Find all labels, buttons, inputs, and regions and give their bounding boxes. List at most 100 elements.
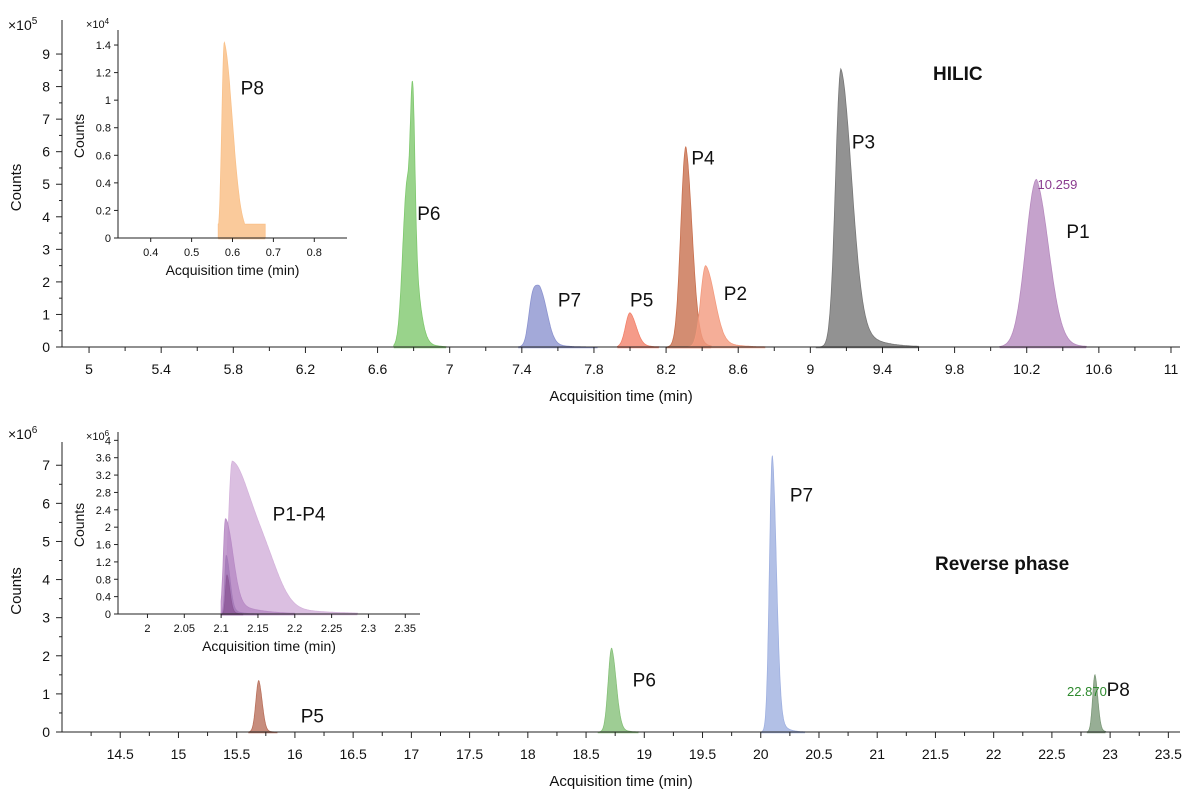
y-multiplier: ×104 [86, 17, 110, 31]
x-tick-label: 2 [144, 623, 150, 635]
y-tick-label: 7 [42, 111, 50, 127]
x-tick-label: 10.2 [1013, 361, 1040, 377]
peak-p7 [760, 455, 806, 733]
peak-label-p7: P7 [790, 485, 813, 506]
x-tick-label: 20 [753, 746, 769, 762]
x-tick-label: 22.5 [1038, 746, 1065, 762]
y-tick-label: 3.6 [96, 453, 111, 465]
y-tick-label: 7 [42, 457, 50, 473]
x-tick-label: 2.15 [247, 623, 268, 635]
x-tick-label: 23.5 [1155, 746, 1182, 762]
x-tick-label: 19 [637, 746, 653, 762]
x-tick-label: 2.1 [213, 623, 228, 635]
y-tick-label: 1.2 [96, 557, 111, 569]
x-tick-label: 2.25 [321, 623, 342, 635]
peak-p1 [999, 178, 1087, 348]
x-tick-label: 19.5 [689, 746, 716, 762]
x-tick-label: 0.7 [266, 247, 281, 259]
x-tick-label: 2.3 [361, 623, 376, 635]
y-multiplier: ×106 [8, 425, 38, 442]
y-multiplier: ×106 [86, 429, 110, 443]
y-tick-label: 1 [42, 686, 50, 702]
y-tick-label: 3 [42, 610, 50, 626]
x-tick-label: 6.6 [368, 361, 388, 377]
x-tick-label: 9.4 [873, 361, 893, 377]
y-tick-label: 0.8 [96, 574, 111, 586]
y-tick-label: 2 [42, 648, 50, 664]
x-tick-label: 8.6 [728, 361, 748, 377]
y-tick-label: 2 [105, 522, 111, 534]
peak-p8 [1086, 674, 1106, 733]
x-axis-title: Acquisition time (min) [202, 638, 336, 654]
y-tick-label: 5 [42, 176, 50, 192]
hilic-inset: 0.4 0.5 0.6 0.7 0.8 0 0.2 0.4 0.6 0.8 1 1.2 1.4 Acqui… [71, 17, 347, 278]
y-tick-label: 4 [42, 572, 50, 588]
y-tick-label: 0.4 [96, 592, 111, 604]
hilic-panel: 5 5.4 5.8 6.2 6.6 7 7.4 7.8 8.2 8.6 9 9.4 9.8 10.2 10.… [8, 16, 1180, 405]
x-tick-label: 23 [1102, 746, 1118, 762]
peak-label-p2: P2 [724, 284, 747, 305]
peak-label-p5: P5 [630, 290, 653, 311]
y-tick-label: 0.4 [96, 178, 111, 190]
y-axis-title: Counts [8, 164, 25, 212]
x-tick-label: 6.2 [296, 361, 316, 377]
x-tick-label: 21 [869, 746, 885, 762]
x-tick-label: 10.6 [1085, 361, 1112, 377]
peak-label-p7: P7 [558, 290, 581, 311]
x-tick-label: 15 [171, 746, 187, 762]
x-tick-label: 17.5 [456, 746, 483, 762]
y-tick-label: 8 [42, 79, 50, 95]
peak-label-p1-p4: P1-P4 [273, 505, 326, 526]
peak-p3 [815, 67, 919, 348]
x-tick-label: 0.8 [307, 247, 322, 259]
retention-time-label: 22.870 [1067, 684, 1107, 699]
y-tick-label: 2 [42, 274, 50, 290]
y-axis-title: Counts [71, 503, 87, 547]
y-tick-label: 6 [42, 144, 50, 160]
peak-label-p1: P1 [1066, 222, 1089, 243]
y-tick-label: 0 [42, 339, 50, 355]
x-axis-title: Acquisition time (min) [549, 388, 692, 405]
y-tick-label: 4 [42, 209, 50, 225]
x-tick-label: 5.8 [224, 361, 244, 377]
x-tick-label: 16.5 [340, 746, 367, 762]
peak-label-p3: P3 [852, 132, 875, 153]
x-tick-label: 16 [287, 746, 303, 762]
y-multiplier: ×105 [8, 16, 38, 33]
peak-label-p8: P8 [241, 79, 264, 100]
y-tick-label: 9 [42, 46, 50, 62]
x-tick-label: 11 [1164, 361, 1179, 377]
x-tick-label: 21.5 [922, 746, 949, 762]
y-tick-label: 1.6 [96, 540, 111, 552]
y-tick-label: 0.8 [96, 123, 111, 135]
peak-p5 [247, 680, 278, 733]
y-tick-label: 5 [42, 533, 50, 549]
y-tick-label: 2.4 [96, 505, 111, 517]
peak-label-p6: P6 [417, 204, 440, 225]
y-tick-label: 3 [42, 241, 50, 257]
y-tick-label: 1.2 [96, 68, 111, 80]
y-tick-label: 1.4 [96, 40, 111, 52]
y-tick-label: 2.8 [96, 487, 111, 499]
x-tick-label: 5 [85, 361, 93, 377]
x-tick-label: 9.8 [945, 361, 965, 377]
peak-p8 [217, 41, 266, 239]
y-tick-label: 0.2 [96, 205, 111, 217]
x-axis-title: Acquisition time (min) [549, 773, 692, 790]
y-tick-label: 1 [105, 95, 111, 107]
x-tick-label: 7.4 [512, 361, 532, 377]
x-tick-label: 14.5 [107, 746, 134, 762]
y-tick-label: 6 [42, 495, 50, 511]
x-tick-label: 0.5 [184, 247, 199, 259]
x-tick-label: 2.05 [174, 623, 195, 635]
y-axis-title: Counts [8, 567, 25, 615]
x-tick-label: 20.5 [805, 746, 832, 762]
y-tick-label: 3.2 [96, 470, 111, 482]
x-tick-label: 7 [446, 361, 454, 377]
x-tick-label: 2.35 [395, 623, 416, 635]
y-axis-title: Counts [71, 114, 87, 158]
separation-mode-label: HILIC [933, 64, 983, 85]
separation-mode-label: Reverse phase [935, 554, 1069, 575]
y-tick-label: 0 [105, 609, 111, 621]
x-axis-title: Acquisition time (min) [166, 262, 300, 278]
